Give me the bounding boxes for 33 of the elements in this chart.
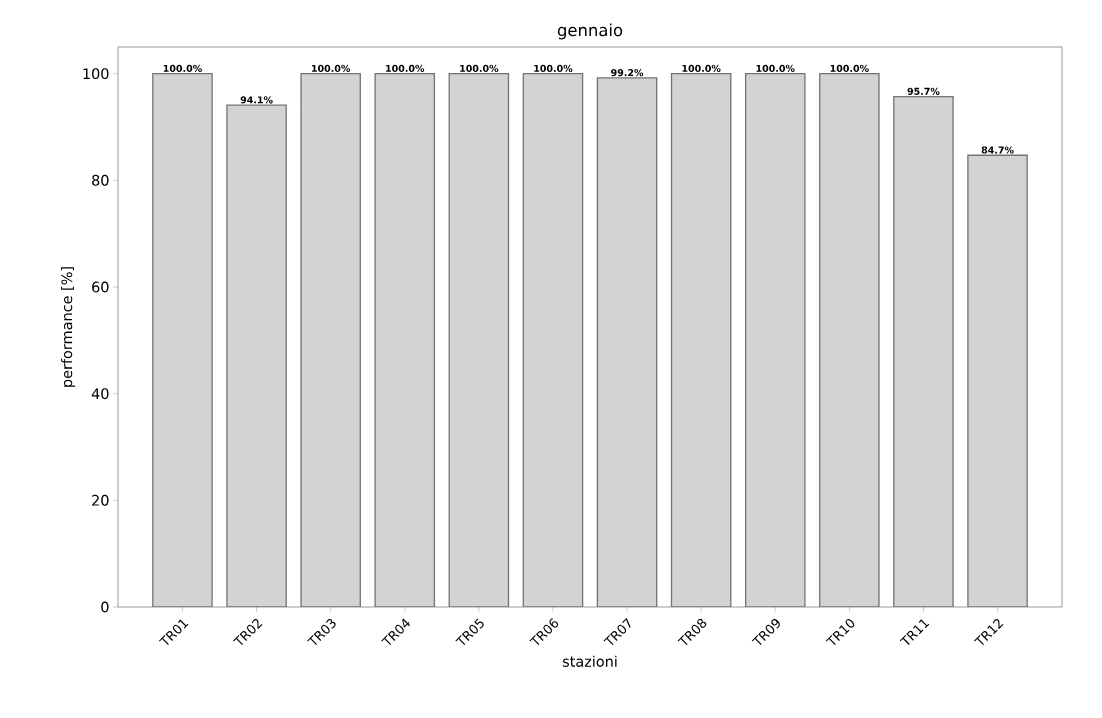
data-label: 84.7% [981,146,1014,154]
y-axis-title: performance [%] [61,267,76,387]
y-tick-label: 0 [101,601,109,613]
bar [745,73,805,607]
bar [226,105,287,607]
data-label: 95.7% [907,87,940,95]
data-label: 100.0% [682,64,721,72]
data-label: 100.0% [163,64,202,72]
bar [893,96,954,607]
bar [967,154,1028,607]
y-tick-label: 100 [83,68,109,80]
y-tick-label: 80 [92,174,109,186]
bar [152,73,213,607]
chart-title: gennaio [557,23,623,40]
y-tick-label: 20 [92,494,109,506]
x-axis-title: stazioni [562,655,617,667]
bar [301,73,361,607]
bar [671,73,731,607]
bar [819,73,879,607]
data-label: 100.0% [756,64,795,72]
y-tick-label: 40 [91,388,109,400]
bar [523,73,583,607]
y-tick-label: 60 [92,281,109,293]
data-label: 100.0% [312,64,351,72]
bar [449,73,509,607]
data-label: 94.1% [240,96,273,104]
bar [375,73,435,607]
data-label: 100.0% [460,64,499,72]
data-label: 100.0% [830,64,869,72]
bar [597,77,657,607]
data-label: 100.0% [534,64,573,72]
data-label: 99.2% [611,69,644,77]
data-label: 100.0% [386,64,425,72]
